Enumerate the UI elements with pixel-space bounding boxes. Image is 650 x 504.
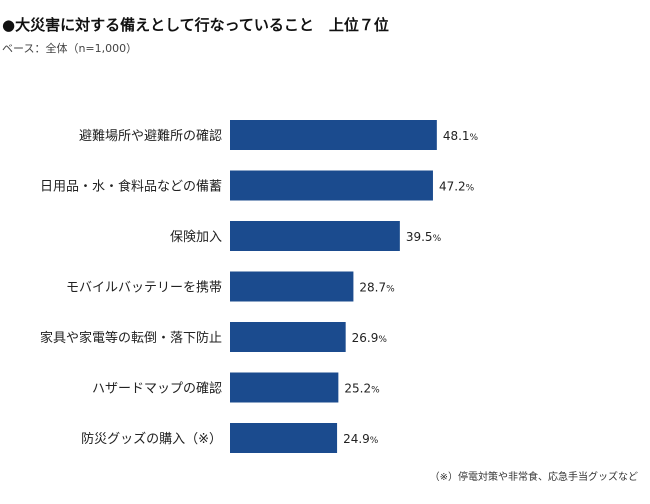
value-label: 28.7%: [359, 281, 395, 295]
bar: [230, 322, 346, 352]
bar: [230, 170, 433, 201]
chart-title: ●大災害に対する備えとして行なっていること 上位７位: [2, 16, 389, 34]
category-label: ハザードマップの確認: [92, 381, 222, 397]
category-label: 保険加入: [170, 230, 222, 245]
value-label: 48.1%: [443, 129, 479, 143]
value-label: 47.2%: [439, 180, 475, 194]
bar: [230, 271, 354, 302]
category-label: モバイルバッテリーを携帯: [66, 280, 222, 296]
bar: [230, 221, 400, 251]
bar: [230, 120, 437, 150]
category-label: 避難場所や避難所の確認: [79, 128, 222, 144]
value-label: 24.9%: [343, 432, 379, 446]
category-label: 家具や家電等の転倒・落下防止: [40, 330, 222, 346]
bar: [230, 372, 339, 403]
category-label: 日用品・水・食料品などの備蓄: [40, 179, 222, 195]
bar: [230, 423, 338, 453]
chart-subtitle: ベース：全体（n=1,000）: [2, 42, 138, 55]
category-label: 防災グッズの購入（※）: [81, 431, 222, 447]
value-label: 39.5%: [406, 230, 442, 244]
footnote: （※）停電対策や非常食、応急手当グッズなど: [429, 472, 638, 483]
value-label: 25.2%: [344, 382, 380, 396]
value-label: 26.9%: [352, 331, 388, 345]
